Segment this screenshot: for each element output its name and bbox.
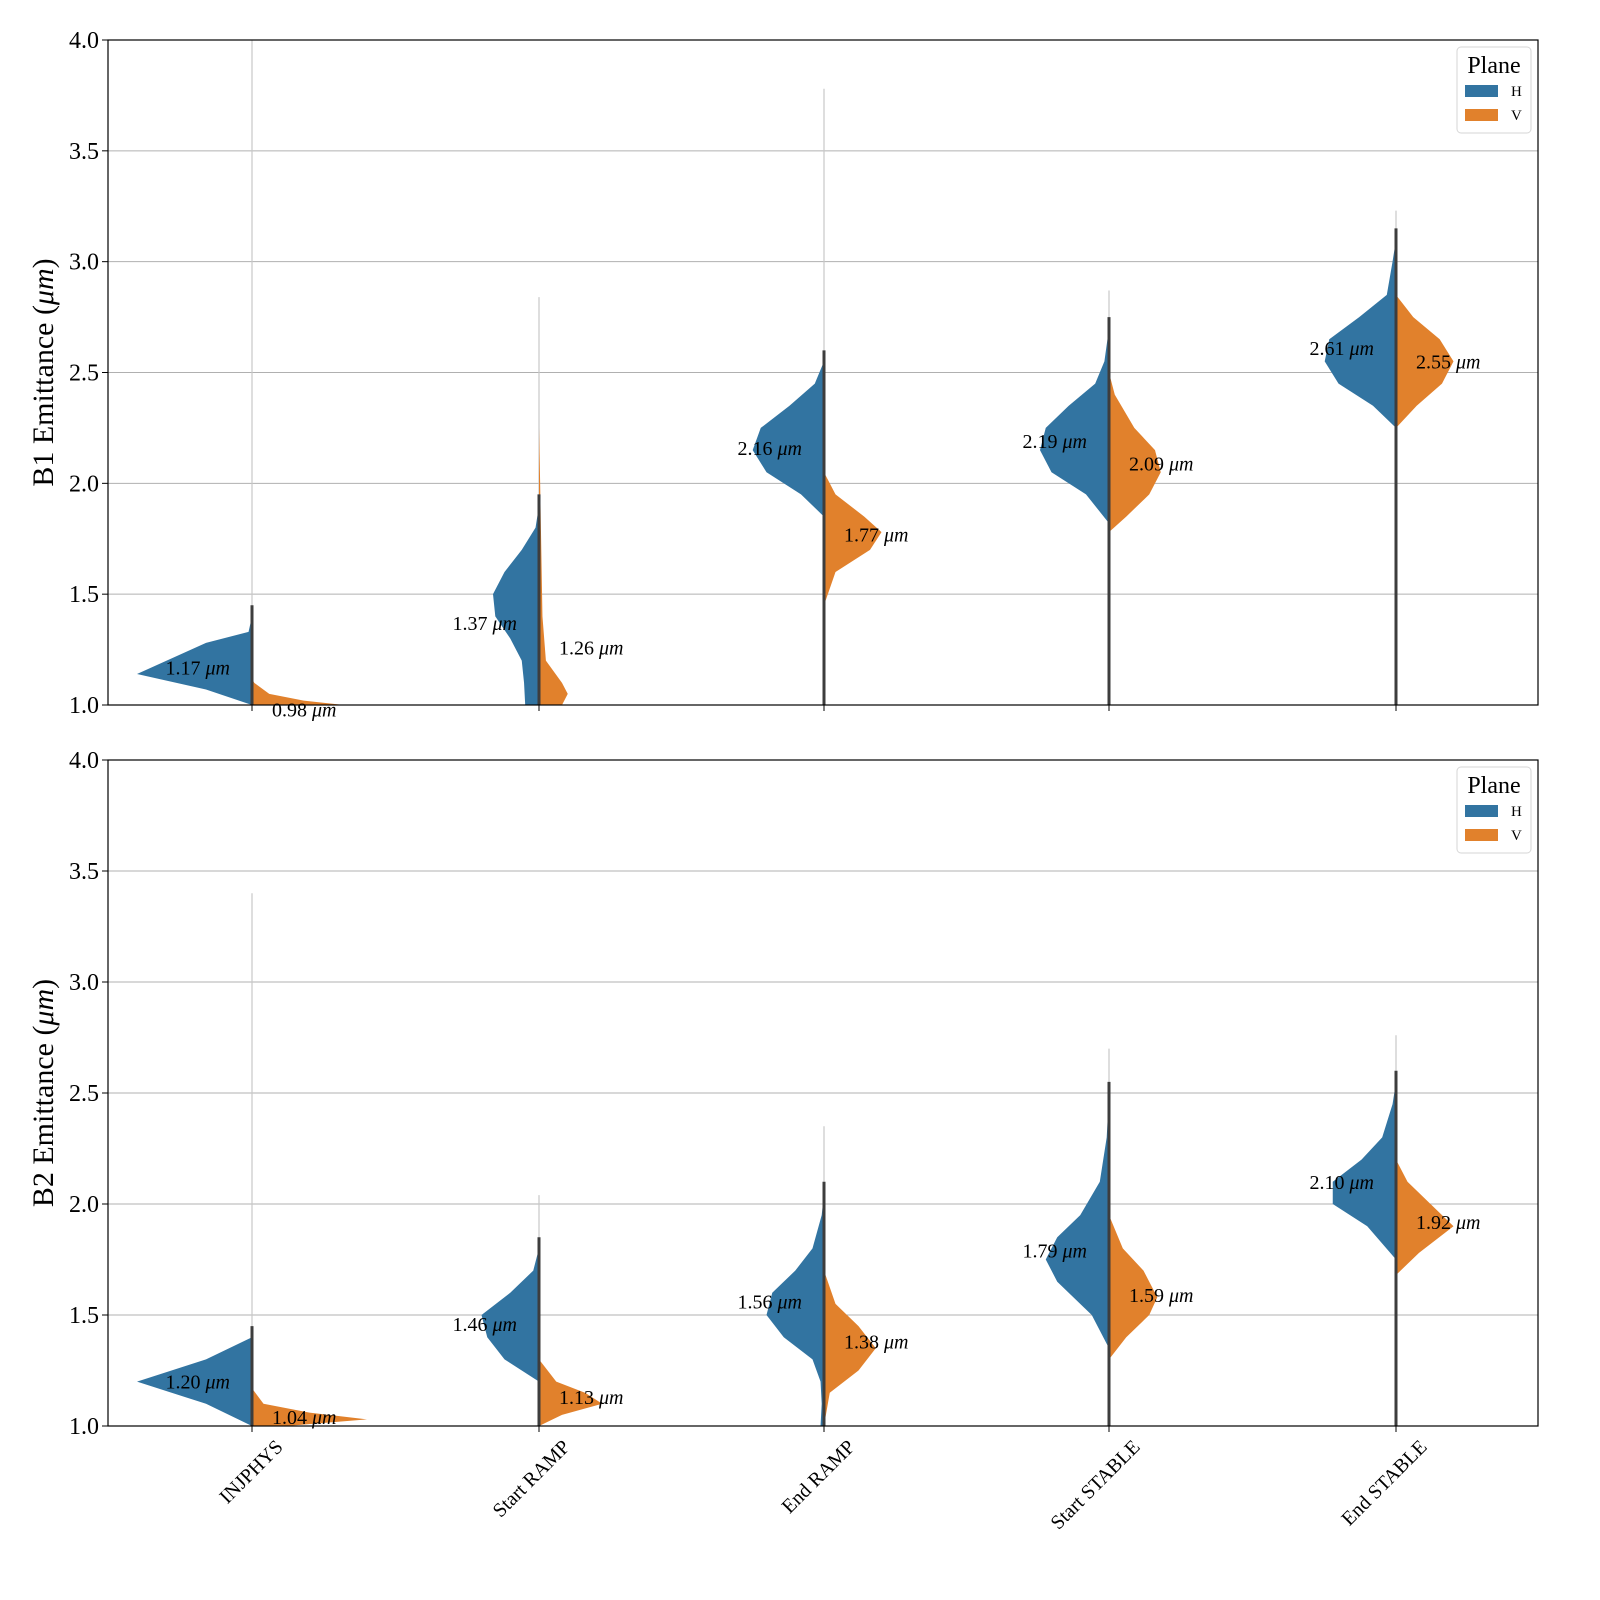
y-tick-label: 1.0 [69,693,99,719]
violin-half-v [1109,372,1161,533]
violin-half-h [481,1248,539,1382]
violin-group-injphys [137,893,367,1426]
legend-swatch-v [1465,829,1498,841]
median-annotation-h: 1.37 μm [453,613,517,635]
x-tick-label: End RAMP [778,1436,860,1518]
x-tick-label: INJPHYS [215,1436,287,1508]
violin-half-v [539,427,568,705]
violin-half-h [137,616,252,705]
violin-half-h [752,361,824,517]
y-tick-label: 1.5 [69,582,99,608]
median-annotation-h: 1.46 μm [453,1314,517,1336]
y-axis-label: B1 Emittance (μm) [27,258,60,486]
violin-half-v [824,472,882,606]
plot-area [137,893,1454,1426]
median-annotation-h: 2.16 μm [738,438,802,460]
median-annotation-v: 2.55 μm [1416,351,1480,373]
median-annotation-v: 1.77 μm [844,524,908,546]
plot-area [137,40,1454,705]
legend-swatch-h [1465,85,1498,97]
violin-group-start-stable [1040,290,1161,705]
y-tick-label: 4.0 [69,748,99,774]
y-tick-label: 1.0 [69,1414,99,1440]
violin-half-v [252,678,344,705]
violin-half-v [539,1359,603,1426]
violin-group-start-ramp [493,297,568,705]
median-annotation-v: 1.59 μm [1129,1285,1193,1307]
legend-title: Plane [1467,773,1520,799]
legend: Plane HV [1456,46,1532,134]
y-tick-label: 2.0 [69,471,99,497]
violin-half-v [252,1388,367,1426]
violin-half-h [493,505,539,705]
axes-frame [107,39,1539,706]
median-annotation-h: 1.17 μm [166,657,230,679]
subplot-1: 1.0 1.5 2.0 2.5 3.0 3.5 4.0 B1 Emittance (μm) 1.… [27,28,1539,721]
violin-group-end-ramp [766,1126,876,1426]
violin-group-injphys [137,40,344,705]
axes-frame [107,759,1539,1427]
x-tick-label: Start RAMP [489,1436,575,1522]
median-annotation-v: 1.04 μm [272,1407,336,1429]
violin-half-h [137,1337,252,1426]
y-tick-label: 4.0 [69,28,99,54]
median-annotation-v: 1.13 μm [559,1387,623,1409]
median-annotation-v: 0.98 μm [272,699,336,721]
legend-label-h: H [1511,84,1522,100]
y-tick-label: 3.5 [69,859,99,885]
violin-half-v [1396,1159,1454,1276]
violin-group-start-stable [1045,1048,1158,1426]
violin-group-end-ramp [752,88,882,705]
y-tick-label: 3.0 [69,250,99,276]
median-annotation-h: 1.56 μm [738,1292,802,1314]
legend-label-h: H [1511,804,1522,820]
median-annotation-h: 2.19 μm [1023,431,1087,453]
y-tick-label: 1.5 [69,1303,99,1329]
median-annotation-v: 1.92 μm [1416,1212,1480,1234]
legend-swatch-v [1465,109,1498,121]
legend-label-v: V [1511,108,1522,124]
violin-group-end-stable [1324,210,1454,705]
violin-half-h [1040,328,1109,524]
violin-half-h [1045,1093,1109,1349]
y-tick-label: 2.5 [69,361,99,387]
legend-label-v: V [1511,828,1522,844]
violin-group-start-ramp [481,1195,603,1426]
legend-swatch-h [1465,805,1498,817]
violin-half-h [1332,1081,1396,1260]
y-axis-label: B2 Emittance (μm) [27,979,60,1207]
violin-half-v [824,1270,876,1426]
subplot-2: 1.0 1.5 2.0 2.5 3.0 3.5 4.0 B2 Emittance (μm) 1.… [27,748,1539,1534]
x-tick-label: Start STABLE [1046,1436,1144,1534]
median-annotation-h: 2.10 μm [1310,1172,1374,1194]
violin-half-h [1324,239,1396,428]
median-annotation-h: 1.79 μm [1023,1241,1087,1263]
y-tick-label: 3.0 [69,970,99,996]
median-annotation-h: 2.61 μm [1310,338,1374,360]
legend: Plane HV [1456,766,1532,854]
violin-half-v [1109,1215,1158,1360]
y-tick-label: 2.0 [69,1192,99,1218]
median-annotation-v: 1.26 μm [559,637,623,659]
y-tick-label: 2.5 [69,1081,99,1107]
median-annotation-v: 1.38 μm [844,1332,908,1354]
y-tick-label: 3.5 [69,139,99,165]
x-tick-label: End STABLE [1337,1436,1431,1530]
violin-group-end-stable [1332,1035,1454,1426]
legend-title: Plane [1467,53,1520,79]
violin-half-v [1396,294,1454,428]
median-annotation-h: 1.20 μm [166,1372,230,1394]
violin-half-h [766,1192,824,1426]
median-annotation-v: 2.09 μm [1129,453,1193,475]
